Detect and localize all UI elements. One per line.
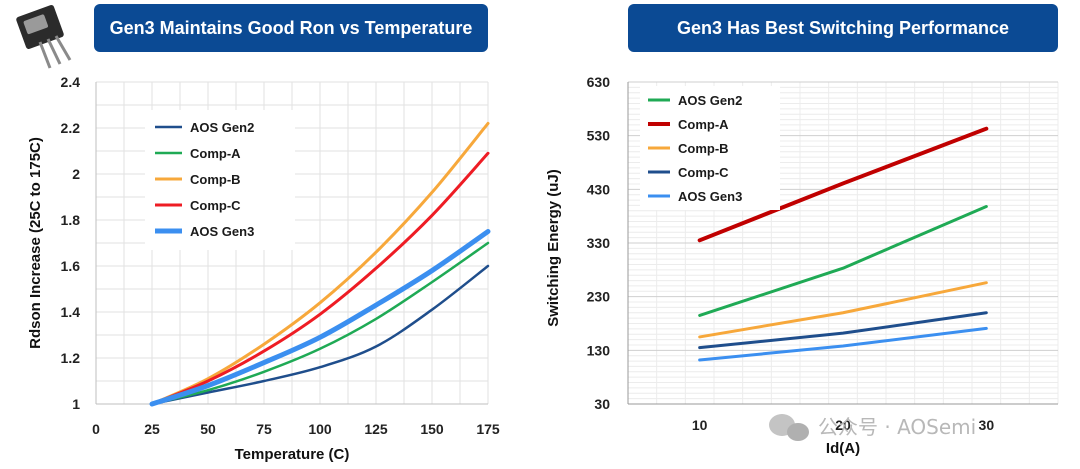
- series-line-comp-b: [698, 281, 988, 339]
- legend-label: AOS Gen2: [678, 93, 742, 108]
- series-line-aos-gen3: [698, 326, 988, 362]
- legend-label: AOS Gen3: [190, 224, 254, 239]
- series-line-comp-a: [697, 126, 989, 243]
- series-line-aos-gen2: [150, 264, 490, 406]
- legend-label: Comp-A: [190, 146, 241, 161]
- legend-label: Comp-B: [190, 172, 241, 187]
- legend-label: AOS Gen2: [190, 120, 254, 135]
- legend-label: AOS Gen3: [678, 189, 742, 204]
- y-tick-label: 330: [587, 235, 611, 251]
- x-tick-label: 20: [835, 417, 851, 433]
- series-line-comp-a: [150, 241, 490, 406]
- x-tick-label: 0: [92, 421, 100, 437]
- series-line-aos-gen3: [149, 229, 491, 407]
- y-tick-label: 1: [72, 396, 80, 412]
- y-axis-title: Switching Energy (uJ): [545, 169, 562, 327]
- y-tick-label: 2.2: [61, 120, 81, 136]
- x-tick-label: 150: [420, 421, 444, 437]
- series-line-aos-gen2: [698, 205, 988, 317]
- x-tick-label: 125: [364, 421, 388, 437]
- y-tick-label: 1.4: [61, 304, 81, 320]
- x-axis-title: Id(A): [826, 440, 860, 457]
- y-tick-label: 530: [587, 128, 611, 144]
- y-tick-label: 1.2: [61, 350, 81, 366]
- x-tick-label: 75: [256, 421, 272, 437]
- rdson-temperature-chart: 0 25 50 75 100 125 150 175 1 1.2 1.4 1.6 1.8 2 2.2 2.4 T…: [27, 74, 500, 463]
- x-tick-label: 10: [692, 417, 708, 433]
- y-tick-label: 130: [587, 342, 611, 358]
- legend-label: Comp-A: [678, 117, 729, 132]
- legend-label: Comp-C: [678, 165, 729, 180]
- right-chart-banner: Gen3 Has Best Switching Performance: [628, 4, 1058, 52]
- y-axis-title: Rdson Increase (25C to 175C): [27, 137, 44, 349]
- x-tick-label: 30: [979, 417, 995, 433]
- series-line-comp-c: [698, 311, 988, 350]
- y-tick-label: 230: [587, 289, 611, 305]
- y-tick-label: 430: [587, 181, 611, 197]
- left-chart-banner: Gen3 Maintains Good Ron vs Temperature: [94, 4, 488, 52]
- transistor-package-icon: [16, 5, 72, 69]
- x-tick-label: 50: [200, 421, 216, 437]
- series-line-comp-c: [150, 151, 490, 406]
- x-tick-label: 175: [476, 421, 500, 437]
- y-tick-label: 630: [587, 74, 611, 90]
- x-tick-label: 25: [144, 421, 160, 437]
- legend-label: Comp-B: [678, 141, 729, 156]
- legend-label: Comp-C: [190, 198, 241, 213]
- y-tick-label: 1.8: [61, 212, 81, 228]
- y-tick-label: 2.4: [61, 74, 81, 90]
- y-tick-label: 1.6: [61, 258, 81, 274]
- x-axis-title: Temperature (C): [235, 446, 350, 463]
- x-tick-label: 100: [308, 421, 332, 437]
- y-tick-label: 30: [594, 396, 610, 412]
- series-line-comp-b: [150, 121, 490, 406]
- y-tick-label: 2: [72, 166, 80, 182]
